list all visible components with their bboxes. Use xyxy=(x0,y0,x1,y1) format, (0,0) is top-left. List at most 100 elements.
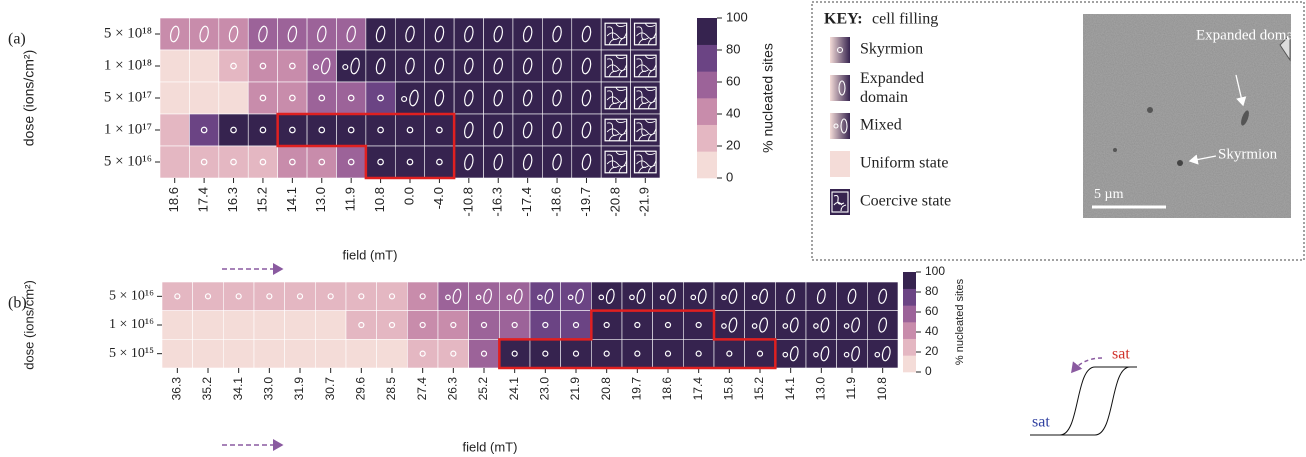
cell xyxy=(683,311,714,340)
key-label: Expandeddomain xyxy=(860,70,924,106)
cell xyxy=(425,114,454,146)
cell xyxy=(336,146,365,178)
cell xyxy=(248,50,277,82)
cell xyxy=(591,339,622,368)
cell xyxy=(346,282,377,311)
cell xyxy=(346,339,377,368)
cell xyxy=(653,311,684,340)
cell xyxy=(499,339,530,368)
y-tick-label: 5 × 10¹⁶ xyxy=(109,289,154,304)
colorbar-swatch xyxy=(697,125,717,152)
cell xyxy=(377,339,408,368)
colorbar-tick-label: 100 xyxy=(726,9,748,24)
key-swatch xyxy=(830,189,850,215)
cell xyxy=(219,114,248,146)
colorbar-label: % nucleated sites xyxy=(954,278,966,365)
x-tick-label: -21.9 xyxy=(637,187,652,217)
cell xyxy=(653,339,684,368)
key-swatch xyxy=(830,37,850,63)
x-tick-label: 13.0 xyxy=(313,187,328,212)
x-tick-label: 29.6 xyxy=(354,377,368,401)
cell xyxy=(254,282,285,311)
cell xyxy=(425,82,454,114)
cell xyxy=(454,114,483,146)
colorbar-swatch xyxy=(903,355,916,372)
colorbar-tick-label: 40 xyxy=(925,324,939,338)
x-tick-label: 33.0 xyxy=(262,377,276,401)
colorbar-tick-label: 100 xyxy=(925,264,945,278)
colorbar-label: % nucleated sites xyxy=(760,43,776,153)
figure: KEY: cell filling Expanded domain Skyrmi… xyxy=(0,0,1306,457)
cell xyxy=(162,339,193,368)
x-tick-label: 18.6 xyxy=(166,187,181,212)
cell xyxy=(395,50,424,82)
cell xyxy=(307,82,336,114)
x-tick-label: 34.1 xyxy=(231,377,245,401)
cell xyxy=(189,114,218,146)
cell xyxy=(395,18,424,50)
cell xyxy=(513,82,542,114)
cell xyxy=(837,282,868,311)
y-axis-label: dose (ions/cm²) xyxy=(21,50,37,146)
x-tick-label: 14.1 xyxy=(783,377,797,401)
cell xyxy=(513,114,542,146)
cell xyxy=(162,311,193,340)
cell xyxy=(160,114,189,146)
cell xyxy=(513,50,542,82)
cell xyxy=(454,82,483,114)
cell xyxy=(189,146,218,178)
cell xyxy=(160,50,189,82)
cell xyxy=(254,339,285,368)
colorbar-tick-label: 20 xyxy=(925,344,939,358)
cell xyxy=(366,114,395,146)
cell xyxy=(193,339,224,368)
cell xyxy=(572,82,601,114)
colorbar-swatch xyxy=(903,339,916,356)
x-tick-label: 11.9 xyxy=(844,377,858,400)
cell xyxy=(366,146,395,178)
cell xyxy=(248,18,277,50)
cell xyxy=(867,311,898,340)
scale-label: 5 µm xyxy=(1094,187,1124,202)
cell xyxy=(542,18,571,50)
cell xyxy=(714,339,745,368)
key-label-line: domain xyxy=(860,89,908,106)
cell xyxy=(561,339,592,368)
cell xyxy=(219,50,248,82)
cell xyxy=(438,311,469,340)
cell xyxy=(285,311,316,340)
cell xyxy=(484,146,513,178)
cell xyxy=(278,146,307,178)
x-tick-label: 28.5 xyxy=(384,377,398,401)
cell xyxy=(223,339,254,368)
x-tick-label: 14.1 xyxy=(284,187,299,212)
colorbar-tick-label: 60 xyxy=(726,73,740,88)
cell xyxy=(438,339,469,368)
key-swatch xyxy=(830,75,850,101)
cell xyxy=(622,311,653,340)
y-tick-label: 5 × 10¹⁸ xyxy=(104,25,152,41)
key-label: Skyrmion xyxy=(860,41,923,58)
cell xyxy=(484,114,513,146)
cell xyxy=(484,18,513,50)
cell xyxy=(425,50,454,82)
key-subtitle: cell filling xyxy=(872,11,938,28)
sat-label: sat xyxy=(1032,414,1050,431)
colorbar-tick-label: 80 xyxy=(726,41,740,56)
cell xyxy=(530,339,561,368)
cell xyxy=(572,50,601,82)
key-label: Uniform state xyxy=(860,155,948,172)
cell xyxy=(513,146,542,178)
x-tick-label: 25.2 xyxy=(476,377,490,401)
cell xyxy=(775,282,806,311)
cell xyxy=(572,114,601,146)
cell xyxy=(219,82,248,114)
colorbar-swatch xyxy=(697,98,717,125)
cell xyxy=(307,18,336,50)
cell xyxy=(307,114,336,146)
x-tick-label: 17.4 xyxy=(691,377,705,401)
x-tick-label: 27.4 xyxy=(415,377,429,401)
cell xyxy=(315,339,346,368)
cell xyxy=(407,339,438,368)
colorbar-swatch xyxy=(697,45,717,72)
